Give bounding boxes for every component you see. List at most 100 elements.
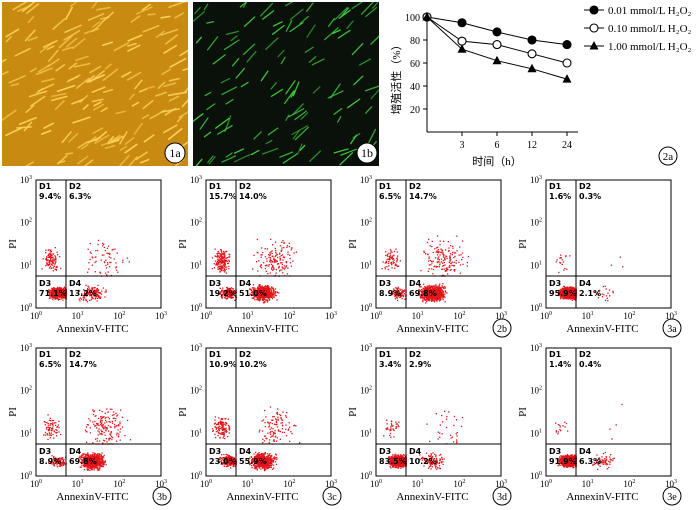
flow-dot xyxy=(603,294,605,296)
flow-dot xyxy=(433,286,435,289)
flow-dot xyxy=(56,291,58,293)
flow-dot xyxy=(391,267,393,269)
flow-xlabel: AnnexinV-FITC xyxy=(56,323,128,335)
flow-dot xyxy=(259,286,261,288)
flow-x-tick-label: 100 xyxy=(540,311,552,321)
flow-dot xyxy=(563,269,565,271)
flow-dot xyxy=(92,413,95,416)
flow-dot xyxy=(446,257,448,260)
flow-dot xyxy=(283,265,286,267)
flow-dot xyxy=(438,297,440,300)
cell-mark xyxy=(17,4,32,12)
flow-dot xyxy=(50,251,53,253)
flow-xlabel: AnnexinV-FITC xyxy=(226,323,298,335)
flow-dot xyxy=(215,264,217,266)
flow-dot xyxy=(219,255,221,257)
flow-dot xyxy=(217,268,219,270)
flow-quadrant-percent: 15.7% xyxy=(209,192,237,201)
flow-dot xyxy=(50,290,53,292)
cell-mark xyxy=(283,90,295,105)
flow-dot xyxy=(267,254,270,256)
flow-dot xyxy=(105,291,107,293)
flow-dot xyxy=(449,257,451,259)
flow-dot xyxy=(266,291,268,293)
chart-2a-badge xyxy=(658,146,678,166)
cell-mark xyxy=(54,99,65,111)
flow-dot xyxy=(559,257,561,259)
cell-mark xyxy=(113,42,129,52)
flow-dot xyxy=(115,262,117,264)
flow-dot xyxy=(622,266,624,268)
flow-dot xyxy=(423,283,425,285)
flow-dot xyxy=(279,257,281,260)
flow-dot xyxy=(224,255,226,257)
flow-dot xyxy=(57,292,60,294)
flow-dot xyxy=(271,292,274,294)
flow-dot xyxy=(257,292,259,294)
flow-dot xyxy=(430,268,433,270)
cell-mark xyxy=(80,144,89,150)
flow-dot xyxy=(64,286,66,288)
flow-dot xyxy=(433,265,436,267)
flow-dot xyxy=(64,293,66,296)
cell-mark xyxy=(92,103,104,111)
flow-dot xyxy=(255,294,257,296)
flow-dot xyxy=(229,295,232,297)
flow-dot xyxy=(610,264,613,266)
cell-mark xyxy=(143,134,155,143)
flow-dot xyxy=(46,256,48,258)
chart-point xyxy=(562,74,572,83)
flow-dot xyxy=(391,257,393,259)
flow-dot xyxy=(394,267,396,269)
flow-dot xyxy=(224,260,226,262)
flow-dot xyxy=(267,295,269,297)
cell-mark xyxy=(2,70,9,76)
flow-dot xyxy=(439,262,441,264)
flow-dot xyxy=(220,267,222,270)
flow-dot xyxy=(445,255,448,258)
flow-dot xyxy=(62,293,64,295)
cell-mark xyxy=(35,67,53,76)
flow-dot xyxy=(453,252,455,254)
cell-mark xyxy=(193,113,204,123)
cell-mark xyxy=(337,29,351,39)
flow-quadrant-name: D2 xyxy=(69,182,81,191)
flow-dot xyxy=(276,299,278,301)
flow-dot xyxy=(264,256,267,258)
flow-dot xyxy=(232,293,234,295)
flow-dot xyxy=(259,298,261,300)
flow-dot xyxy=(85,294,88,296)
flow-dot xyxy=(258,299,260,301)
flow-dot xyxy=(219,271,221,273)
flow-dot xyxy=(58,287,60,289)
flow-dot xyxy=(259,290,261,292)
flow-quadrant-name: D1 xyxy=(379,182,392,191)
flow-dot xyxy=(95,296,97,298)
flow-dot xyxy=(273,268,275,270)
flow-dot xyxy=(276,253,279,256)
flow-dot xyxy=(272,291,275,293)
flow-dot xyxy=(428,268,430,270)
flow-dot xyxy=(85,299,87,301)
legend-label: 0.10 mmol/L H₂O₂ xyxy=(608,23,692,35)
flow-dot xyxy=(429,245,431,247)
cell-mark xyxy=(2,109,17,122)
flow-dot xyxy=(50,254,52,257)
flow-dot xyxy=(256,238,259,241)
micrograph-1b-background xyxy=(193,2,379,166)
flow-quadrant-name: D1 xyxy=(209,182,222,191)
flow-dot xyxy=(221,294,223,296)
cell-mark xyxy=(65,6,73,20)
cell-mark xyxy=(280,56,286,65)
flow-dot xyxy=(63,292,65,295)
flow-dot xyxy=(269,297,271,299)
flow-dot xyxy=(55,294,58,297)
flow-dot xyxy=(283,242,285,244)
flow-ylabel: PI xyxy=(7,239,19,249)
cell-mark xyxy=(29,67,37,73)
flow-dot xyxy=(220,259,222,261)
flow-dot xyxy=(271,255,273,258)
cell-mark xyxy=(72,116,91,124)
flow-dot xyxy=(270,267,273,269)
